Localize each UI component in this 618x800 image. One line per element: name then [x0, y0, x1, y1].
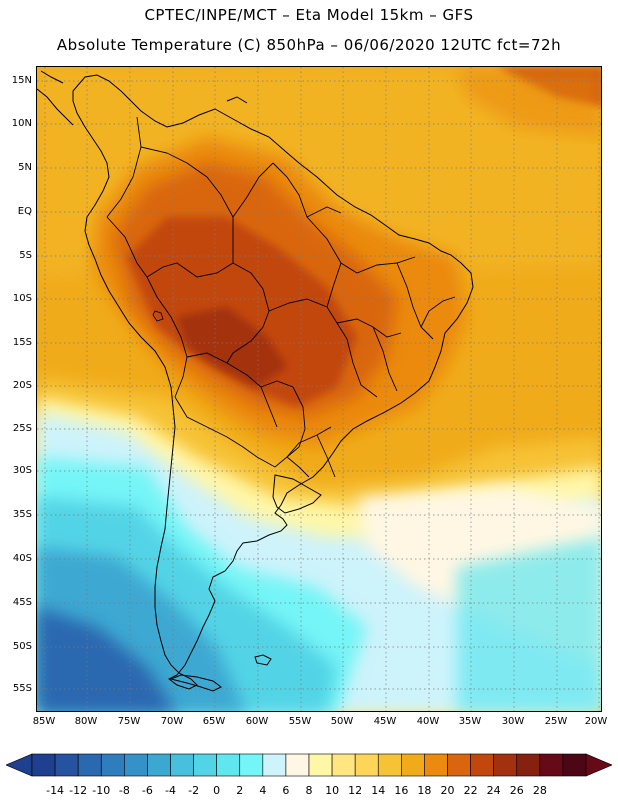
colorbar-swatch: [77, 753, 102, 777]
colorbar-label: 10: [325, 784, 340, 797]
lat-label: 45S: [12, 597, 32, 608]
colorbar-swatch: [331, 753, 356, 777]
lat-label: 40S: [12, 553, 32, 564]
lon-label: 40W: [416, 716, 440, 727]
colorbar-label: -6: [141, 784, 153, 797]
lat-label: 20S: [12, 380, 32, 391]
lon-label: 50W: [330, 716, 354, 727]
colorbar-swatch: [562, 753, 587, 777]
colorbar-swatch: [493, 753, 518, 777]
colorbar-label: 20: [440, 784, 455, 797]
colorbar-swatch: [401, 753, 425, 777]
lon-label: 30W: [501, 716, 525, 727]
falklands-coastline: [254, 654, 272, 666]
colorbar-swatch: [262, 753, 287, 777]
central-america-coastline: [37, 70, 248, 126]
lon-label: 55W: [288, 716, 312, 727]
colorbar-swatch: [424, 753, 448, 777]
colorbar-label: 4: [259, 784, 267, 797]
colorbar-label: -2: [188, 784, 200, 797]
colorbar-label: 28: [532, 784, 547, 797]
colorbar-swatch: [354, 753, 379, 777]
colorbar-label: 16: [394, 784, 409, 797]
field-continent-24: [127, 217, 357, 407]
lon-label: 45W: [373, 716, 397, 727]
colorbar-swatch: [539, 753, 564, 777]
lat-label: 5S: [19, 250, 32, 261]
map-title-line-2: Absolute Temperature (C) 850hPa – 06/06/…: [56, 36, 562, 54]
lon-label: 25W: [544, 716, 568, 727]
colorbar-label: 2: [236, 784, 244, 797]
colorbar-swatch: [285, 753, 310, 777]
colorbar-label: 0: [213, 784, 221, 797]
lat-label: 10S: [12, 293, 32, 304]
colorbar-swatch: [54, 753, 79, 777]
colorbar-label: 24: [486, 784, 501, 797]
map-canvas: [37, 67, 601, 711]
colorbar-swatch: [239, 753, 264, 777]
colorbar-under-arrow: [6, 753, 33, 777]
colorbar-over-arrow: [585, 753, 612, 777]
colorbar-label: 22: [463, 784, 478, 797]
colorbar-swatch: [31, 753, 56, 777]
field-south-neg10: [37, 607, 176, 711]
colorbar-swatch: [470, 753, 494, 777]
colorbar-swatch: [447, 753, 471, 777]
colorbar-swatch: [170, 753, 194, 777]
colorbar-label: -12: [69, 784, 88, 797]
rio-de-la-plata-coastline: [272, 474, 322, 514]
colorbar-swatch: [516, 753, 541, 777]
colorbar-swatch: [377, 753, 402, 777]
lon-label: 70W: [160, 716, 184, 727]
colorbar-label: -8: [118, 784, 130, 797]
south-america-coastline: [72, 74, 474, 690]
lat-label: 35S: [12, 509, 32, 520]
lat-label: EQ: [17, 206, 32, 217]
colorbar-swatch: [147, 753, 171, 777]
tierra-del-fuego-coastline: [169, 674, 222, 692]
lat-label: 5N: [18, 162, 32, 173]
colorbar-label: 26: [509, 784, 524, 797]
lat-label: 25S: [12, 423, 32, 434]
lat-label: 55S: [12, 683, 32, 694]
colorbar-label: -10: [92, 784, 111, 797]
temperature-map: [36, 66, 602, 712]
field-ne-warm: [457, 67, 601, 137]
lon-label: 85W: [32, 716, 56, 727]
lat-label: 15N: [11, 75, 32, 86]
lake-titicaca: [152, 310, 164, 322]
field-continent-26: [177, 307, 287, 387]
lat-label: 10N: [11, 118, 32, 129]
lon-label: 75W: [117, 716, 141, 727]
colorbar-label: -4: [165, 784, 176, 797]
lon-label: 20W: [584, 716, 608, 727]
country-borders: [106, 116, 456, 478]
colorbar-label: -14: [46, 784, 65, 797]
colorbar-swatch: [216, 753, 241, 777]
colorbar-swatch: [100, 753, 125, 777]
colorbar-swatch: [124, 753, 148, 777]
lat-label: 15S: [12, 337, 32, 348]
colorbar-label: 12: [348, 784, 363, 797]
colorbar-label: 6: [282, 784, 290, 797]
lat-label: 50S: [12, 641, 32, 652]
colorbar-label: 8: [305, 784, 313, 797]
temperature-colorbar: [6, 753, 612, 777]
map-title-line-1: CPTEC/INPE/MCT – Eta Model 15km – GFS: [144, 6, 474, 24]
lon-label: 80W: [74, 716, 98, 727]
colorbar-label: 14: [371, 784, 386, 797]
field-se-0: [457, 537, 601, 711]
colorbar-label: 18: [417, 784, 432, 797]
lat-label: 30S: [12, 465, 32, 476]
lon-label: 60W: [245, 716, 269, 727]
lon-label: 35W: [458, 716, 482, 727]
colorbar-swatch: [193, 753, 217, 777]
colorbar-swatch: [308, 753, 333, 777]
lon-label: 65W: [202, 716, 226, 727]
